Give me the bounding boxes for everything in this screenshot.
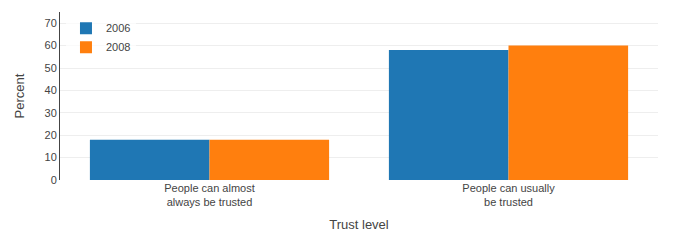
svg-text:30: 30 <box>45 107 57 119</box>
svg-text:People can almostalways be tru: People can almostalways be trusted <box>164 182 255 208</box>
svg-text:Trust level: Trust level <box>329 217 389 232</box>
svg-text:20: 20 <box>45 129 57 141</box>
svg-text:Percent: Percent <box>12 73 27 118</box>
svg-text:0: 0 <box>51 174 57 186</box>
svg-text:50: 50 <box>45 62 57 74</box>
svg-text:2008: 2008 <box>106 41 130 53</box>
svg-text:People can usuallybe trusted: People can usuallybe trusted <box>462 182 555 208</box>
svg-text:40: 40 <box>45 84 57 96</box>
svg-text:70: 70 <box>45 17 57 29</box>
svg-text:10: 10 <box>45 151 57 163</box>
svg-text:60: 60 <box>45 39 57 51</box>
svg-text:2006: 2006 <box>106 22 130 34</box>
